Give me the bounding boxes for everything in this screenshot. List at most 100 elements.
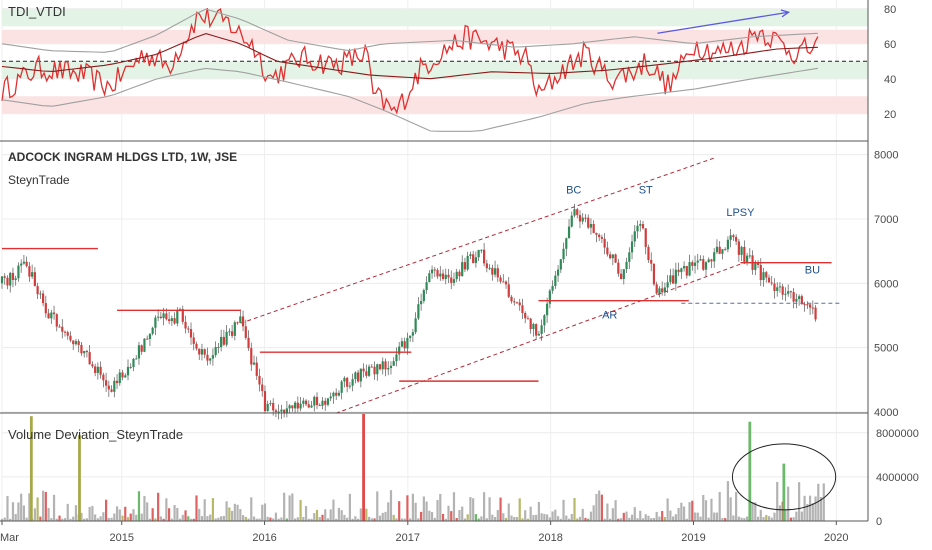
volume-bar [291,493,294,521]
volume-highlight-bar-4 [782,463,786,521]
candle-body [732,235,735,238]
vol-ytick-label: 0 [876,516,882,528]
volume-bar [729,497,732,521]
volume-bar [83,518,86,521]
candle-body [644,228,647,247]
candle-body [357,372,360,382]
candle-body [595,232,598,235]
candle-body [622,269,625,279]
candle-body [28,266,31,277]
candle-body [548,290,551,304]
candle-body [80,344,83,354]
candle-body [496,268,499,278]
candle-body [466,255,469,270]
candle-body [381,361,384,370]
volume-bar [463,518,467,521]
volume-bar [639,510,642,521]
volume-bar [609,518,612,521]
volume-bar [126,517,130,521]
candle-body [365,371,368,376]
candle-body [787,291,790,294]
candle-body [493,268,497,275]
candle-body [211,355,215,359]
candle-body [417,304,420,319]
candle-body [617,262,620,274]
candle-body [113,380,116,392]
x-tick-label: Mar [0,532,19,544]
volume-bar [187,516,190,521]
volume-bar [559,518,562,521]
volume-bar [14,513,17,521]
volume-bar [378,515,382,521]
tdi-ytick-label: 40 [884,74,896,86]
candle-body [376,364,379,375]
volume-bar [154,518,157,521]
volume-bar [430,512,434,521]
volume-bar [524,510,527,521]
candle-body [398,346,401,355]
volume-bar [17,502,20,521]
volume-bar [173,505,176,521]
volume-bar [754,502,757,521]
volume-bar [94,514,97,521]
candle-body [55,314,58,327]
volume-bar [370,518,373,521]
tdi-series-signal [1,33,818,80]
volume-bar [63,518,67,521]
candle-body [154,317,157,328]
volume-bar [441,513,445,521]
candle-body [532,324,535,330]
volume-bar [335,518,338,521]
volume-bar [707,517,710,521]
volume-bar [140,513,143,521]
volume-bar [611,508,614,521]
volume-bar [52,494,56,521]
candle-body [288,405,291,409]
volume-bar [392,514,395,521]
volume-bar [277,518,280,521]
candle-body [715,246,719,253]
volume-bar [773,512,776,521]
candle-body [132,358,135,368]
volume-bar [247,518,250,521]
volume-bar [258,518,261,521]
candle-body [332,392,335,397]
candle-body [718,246,721,254]
volume-bar [699,516,702,521]
candle-body [244,326,247,338]
volume-bar [600,494,603,521]
volume-bar [661,511,664,521]
candle-body [422,290,425,302]
candle-body [41,293,45,304]
candle-body [661,288,664,293]
volume-bar [767,516,771,521]
volume-bar [195,495,198,521]
candle-body [447,274,450,278]
candle-body [682,266,686,269]
candle-body [455,271,458,280]
candle-body [526,318,530,320]
candle-body [99,366,102,375]
candle-body [674,269,677,284]
candle-body [337,392,341,396]
volume-bar [61,518,64,521]
volume-bar [135,514,138,521]
volume-bar [244,516,247,521]
volume-bar [485,518,488,521]
x-tick-label: 2019 [681,532,705,544]
volume-bar [814,496,817,521]
volume-bar [211,498,215,521]
channel-line-1 [335,261,747,414]
volume-bar [458,509,461,521]
volume-bar [326,518,330,521]
volume-bar [655,511,658,521]
volume-bar [713,512,716,521]
volume-bar [587,518,590,521]
candle-body [748,255,751,257]
volume-bar [702,494,705,521]
candle-body [85,350,89,353]
candle-body [307,404,310,408]
volume-bar [337,507,341,521]
candle-body [433,269,436,271]
volume-bar [307,518,310,521]
